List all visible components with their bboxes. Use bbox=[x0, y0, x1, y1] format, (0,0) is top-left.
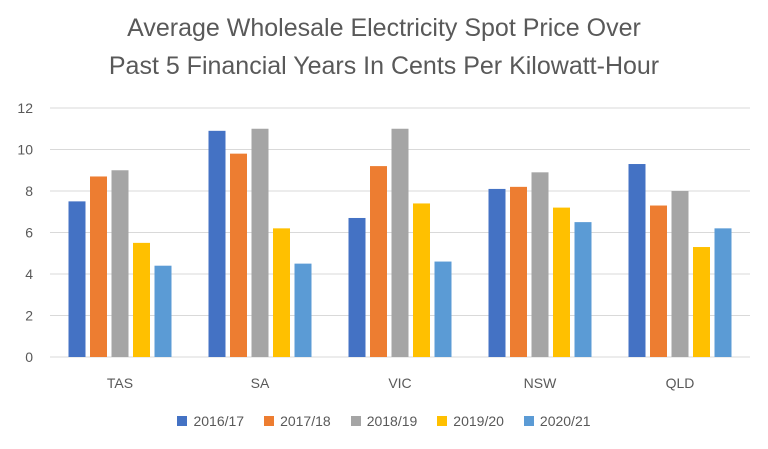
bar-tas-2016-17 bbox=[68, 201, 86, 357]
bar-qld-2020-21 bbox=[714, 228, 732, 357]
y-tick-label: 12 bbox=[17, 100, 33, 116]
bar-qld-2019-20 bbox=[693, 247, 710, 357]
bar-nsw-2019-20 bbox=[553, 207, 570, 357]
legend-label: 2018/19 bbox=[366, 413, 418, 429]
bar-qld-2017-18 bbox=[650, 205, 667, 357]
bar-tas-2018-19 bbox=[111, 170, 129, 357]
bar-vic-2017-18 bbox=[370, 166, 387, 357]
legend-item: 2019/20 bbox=[437, 413, 504, 429]
legend-swatch bbox=[350, 416, 361, 426]
bar-nsw-2017-18 bbox=[510, 186, 527, 357]
bar-tas-2017-18 bbox=[90, 176, 107, 357]
x-tick-label: NSW bbox=[524, 375, 557, 391]
legend-item: 2016/17 bbox=[177, 413, 244, 429]
x-tick-label: QLD bbox=[666, 375, 695, 391]
legend-item: 2017/18 bbox=[264, 413, 331, 429]
bar-tas-2020-21 bbox=[154, 265, 172, 357]
bar-vic-2020-21 bbox=[434, 261, 452, 357]
y-tick-label: 2 bbox=[25, 308, 33, 324]
bar-tas-2019-20 bbox=[133, 242, 150, 357]
bar-sa-2018-19 bbox=[251, 128, 269, 357]
y-tick-label: 0 bbox=[25, 349, 33, 365]
x-tick-label: TAS bbox=[107, 375, 133, 391]
legend-item: 2018/19 bbox=[350, 413, 418, 429]
bar-nsw-2020-21 bbox=[574, 222, 592, 357]
legend-label: 2020/21 bbox=[539, 413, 591, 429]
legend-swatch bbox=[523, 416, 534, 426]
bar-nsw-2018-19 bbox=[531, 172, 549, 357]
bar-sa-2019-20 bbox=[273, 228, 290, 357]
y-tick-label: 6 bbox=[25, 225, 33, 241]
x-tick-label: SA bbox=[251, 375, 270, 391]
legend-label: 2016/17 bbox=[193, 413, 245, 429]
bar-vic-2016-17 bbox=[348, 217, 366, 357]
legend: 2016/17 2017/18 2018/19 2019/20 2020/21 bbox=[0, 413, 768, 429]
chart-title-line-1: Average Wholesale Electricity Spot Price… bbox=[127, 14, 641, 42]
bar-sa-2020-21 bbox=[294, 263, 312, 357]
legend-item: 2020/21 bbox=[523, 413, 591, 429]
bar-vic-2018-19 bbox=[391, 128, 409, 357]
bar-sa-2016-17 bbox=[208, 130, 226, 357]
y-tick-label: 8 bbox=[25, 183, 33, 199]
legend-label: 2019/20 bbox=[453, 413, 504, 429]
bar-qld-2018-19 bbox=[671, 191, 689, 357]
legend-swatch bbox=[437, 416, 448, 426]
y-tick-label: 4 bbox=[25, 266, 33, 282]
bar-sa-2017-18 bbox=[230, 153, 247, 357]
legend-swatch bbox=[177, 416, 188, 426]
chart-title-line-2: Past 5 Financial Years In Cents Per Kilo… bbox=[108, 52, 660, 80]
x-tick-label: VIC bbox=[388, 375, 411, 391]
bar-nsw-2016-17 bbox=[488, 188, 506, 357]
legend-swatch bbox=[264, 416, 275, 426]
legend-label: 2017/18 bbox=[280, 413, 331, 429]
bar-qld-2016-17 bbox=[628, 164, 646, 357]
y-tick-label: 10 bbox=[17, 142, 33, 158]
bar-vic-2019-20 bbox=[413, 203, 430, 357]
